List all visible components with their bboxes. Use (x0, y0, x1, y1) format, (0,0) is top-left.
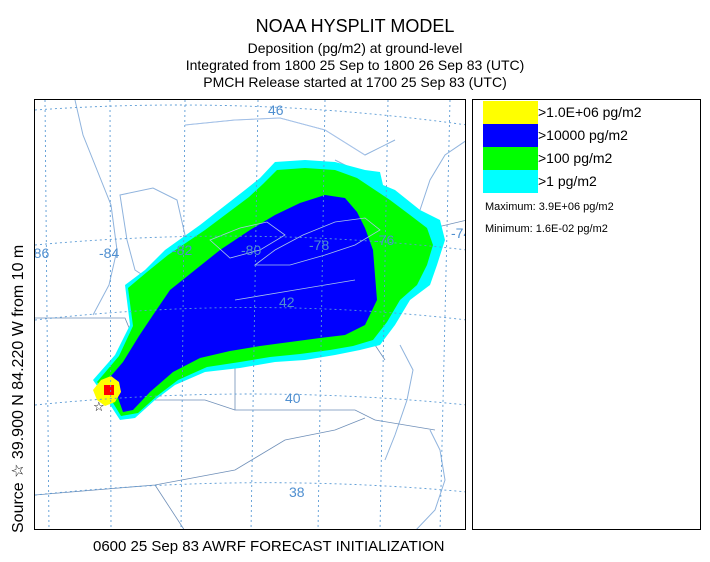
integration-period: Integrated from 1800 25 Sep to 1800 26 S… (185, 57, 525, 73)
svg-text:-76: -76 (374, 232, 394, 248)
legend-swatch-yellow (483, 101, 538, 124)
latitude-labels: 46 42 40 38 (268, 102, 305, 500)
svg-text:-80: -80 (241, 242, 261, 258)
svg-text:-78: -78 (309, 237, 329, 253)
release-info: PMCH Release started at 1700 25 Sep 83 (… (203, 74, 507, 90)
contour-gt10000 (105, 195, 377, 412)
contour-gt1e6 (93, 376, 121, 406)
minimum-value: Minimum: 1.6E-02 pg/m2 (485, 223, 608, 235)
svg-text:Source ☆ 39.900 N 84.220 W: Source ☆ 39.900 N 84.220 W from 10 m (10, 245, 27, 533)
legend-swatch-blue (483, 124, 538, 147)
legend-panel: >1.0E+06 pg/m2 >10000 pg/m2 >100 pg/m2 >… (472, 99, 701, 530)
svg-text:46: 46 (268, 102, 284, 118)
svg-text:-82: -82 (172, 242, 192, 258)
maximum-value: Maximum: 3.9E+06 pg/m2 (485, 201, 614, 213)
source-star-icon: ☆ (93, 400, 105, 415)
svg-text:-86: -86 (35, 245, 49, 261)
source-location-label: Source ☆ 39.900 N 84.220 W from 10 m (10, 245, 27, 533)
svg-text:-84: -84 (99, 245, 119, 261)
svg-text:38: 38 (289, 484, 305, 500)
lat-lon-grid (35, 100, 465, 529)
forecast-footer: 0600 25 Sep 83 AWRF FORECAST INITIALIZAT… (93, 538, 445, 555)
svg-text:42: 42 (279, 294, 295, 310)
deposition-map: -86 -84 -82 -80 -78 -76 -74 46 42 40 38 … (34, 99, 466, 530)
chart-title: NOAA HYSPLIT MODEL (255, 16, 455, 36)
legend-swatch-green (483, 147, 538, 170)
svg-text:40: 40 (285, 390, 301, 406)
legend-swatch-cyan (483, 170, 538, 193)
longitude-labels: -86 -84 -82 -80 -78 -76 -74 (35, 225, 466, 261)
svg-text:-74: -74 (451, 225, 466, 241)
maximum-deposition-cell (104, 385, 114, 395)
deposition-subtitle: Deposition (pg/m2) at ground-level (247, 40, 463, 56)
